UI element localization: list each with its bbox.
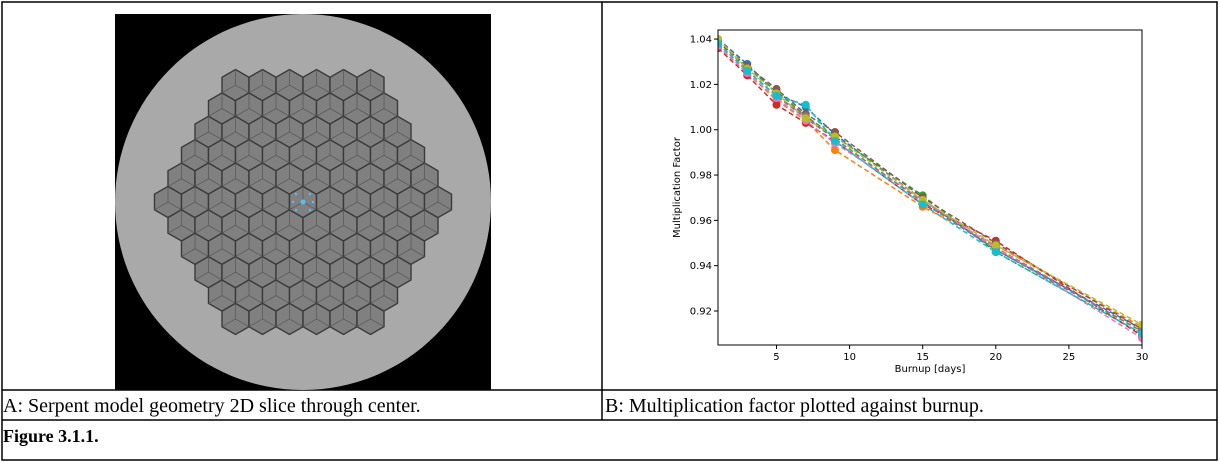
- channel: [312, 201, 314, 203]
- series-line: [718, 41, 1142, 329]
- data-point: [802, 114, 810, 122]
- x-tick-label: 15: [916, 352, 929, 363]
- data-point: [802, 101, 810, 109]
- series-line: [718, 39, 1142, 329]
- plot-area: [714, 35, 1146, 342]
- x-tick-label: 5: [773, 352, 779, 363]
- y-axis-label: Multiplication Factor: [672, 136, 683, 238]
- data-point: [919, 200, 927, 208]
- series-line: [718, 44, 1142, 332]
- channel: [309, 193, 311, 195]
- series-line: [718, 44, 1142, 332]
- x-tick-label: 30: [1136, 352, 1149, 363]
- figure: A: Serpent model geometry 2D slice throu…: [0, 0, 1220, 462]
- series-line: [718, 39, 1142, 325]
- series-line: [718, 48, 1142, 336]
- y-tick-label: 1.00: [690, 125, 712, 136]
- data-point: [772, 92, 780, 100]
- x-tick-label: 20: [989, 352, 1002, 363]
- data-point: [831, 137, 839, 145]
- caption: A: Serpent model geometry 2D slice throu…: [3, 395, 421, 417]
- y-tick-label: 1.04: [690, 35, 712, 46]
- channel: [309, 209, 311, 211]
- x-axis-label: Burnup [days]: [895, 364, 966, 375]
- chart: 0.92 0.94 0.96 0.98 1.00 1.02 1.04 5 10 15 20 25 30 B…: [672, 30, 1148, 375]
- data-point: [992, 248, 1000, 256]
- x-tick-label: 10: [843, 352, 856, 363]
- y-tick-label: 0.92: [690, 307, 712, 318]
- channel: [295, 193, 297, 195]
- series-line: [718, 46, 1142, 327]
- y-tick-label: 0.94: [690, 261, 712, 272]
- caption: B: Multiplication factor plotted against…: [605, 395, 984, 417]
- channel: [295, 209, 297, 211]
- y-tick-label: 0.96: [690, 216, 712, 227]
- channel: [292, 201, 294, 203]
- figure-label: Figure 3.1.1.: [3, 426, 99, 446]
- page: A: Serpent model geometry 2D slice throu…: [0, 0, 1220, 462]
- x-tick-label: 25: [1063, 352, 1076, 363]
- data-point: [743, 67, 751, 75]
- channel: [301, 200, 306, 205]
- y-tick-label: 1.02: [690, 80, 712, 91]
- y-tick-label: 0.98: [690, 171, 712, 182]
